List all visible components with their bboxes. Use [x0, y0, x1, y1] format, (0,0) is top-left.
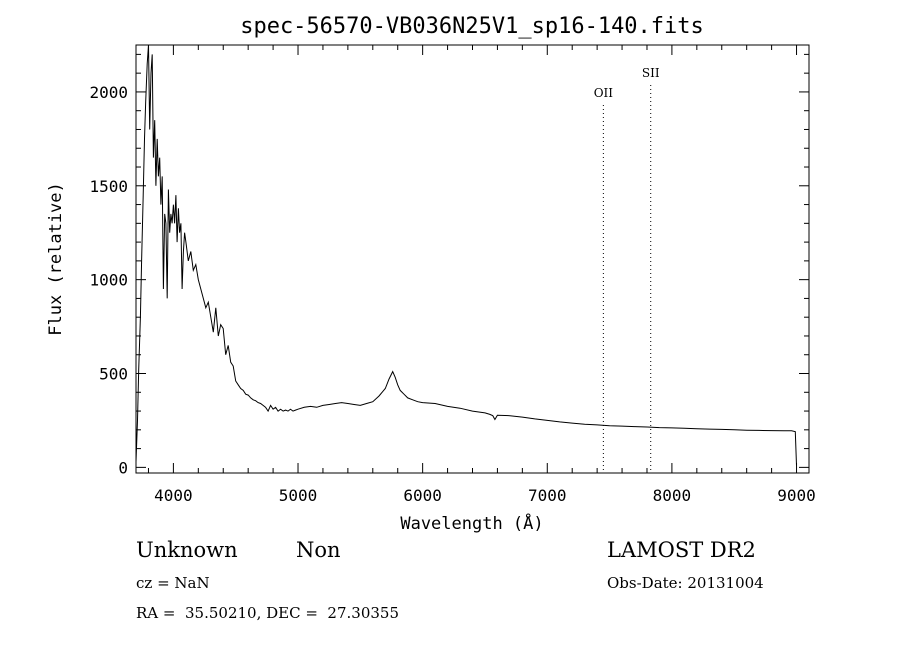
y-tick-label: 0 [118, 458, 128, 477]
x-tick-label: 4000 [154, 486, 193, 505]
x-tick-label: 7000 [528, 486, 567, 505]
object-class: Unknown [136, 538, 238, 562]
x-tick-label: 5000 [279, 486, 318, 505]
emission-line-label: OII [594, 86, 614, 100]
x-tick-label: 6000 [403, 486, 442, 505]
object-subclass: Non [296, 538, 341, 562]
y-tick-label: 2000 [89, 83, 128, 102]
x-tick-label: 9000 [777, 486, 816, 505]
x-tick-label: 8000 [653, 486, 692, 505]
y-tick-label: 1000 [89, 271, 128, 290]
redshift-cz: cz = NaN [136, 574, 210, 592]
tick-marks [136, 45, 809, 473]
tick-labels: 4000 5000 6000 7000 8000 9000 0 500 1000 1500 2000 [89, 83, 815, 505]
y-tick-label: 500 [99, 365, 128, 384]
survey-name: LAMOST DR2 [607, 538, 756, 562]
spectrum-series-line [135, 44, 797, 466]
coordinates: RA = 35.50210, DEC = 27.30355 [136, 604, 400, 622]
emission-lines: OII SII [594, 66, 660, 473]
observation-date: Obs-Date: 20131004 [607, 574, 764, 592]
x-axis-label: Wavelength (Å) [400, 512, 543, 534]
y-axis-label: Flux (relative) [46, 182, 66, 336]
y-tick-label: 1500 [89, 177, 128, 196]
emission-line-label: SII [642, 66, 660, 80]
plot-frame [135, 44, 810, 474]
chart-title: spec-56570-VB036N25V1_sp16-140.fits [240, 14, 704, 39]
